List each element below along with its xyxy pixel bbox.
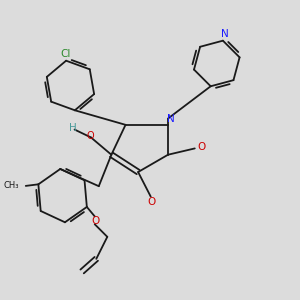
Text: N: N [167,113,175,124]
Text: O: O [92,216,100,226]
Text: Cl: Cl [60,49,70,59]
Text: O: O [86,130,94,140]
Text: O: O [148,197,156,207]
Text: H: H [69,123,77,133]
Text: O: O [197,142,205,152]
Text: N: N [220,29,228,39]
Text: CH₃: CH₃ [3,182,19,190]
